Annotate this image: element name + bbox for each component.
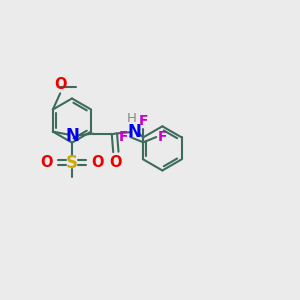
Text: O: O (110, 155, 122, 170)
Text: O: O (54, 77, 67, 92)
Text: F: F (158, 130, 167, 144)
Text: F: F (119, 130, 128, 144)
Text: F: F (139, 114, 148, 128)
Text: H: H (127, 112, 137, 125)
Text: N: N (128, 123, 141, 141)
Text: S: S (66, 154, 78, 172)
Text: O: O (40, 155, 52, 170)
Text: N: N (65, 127, 79, 145)
Text: O: O (92, 155, 104, 170)
